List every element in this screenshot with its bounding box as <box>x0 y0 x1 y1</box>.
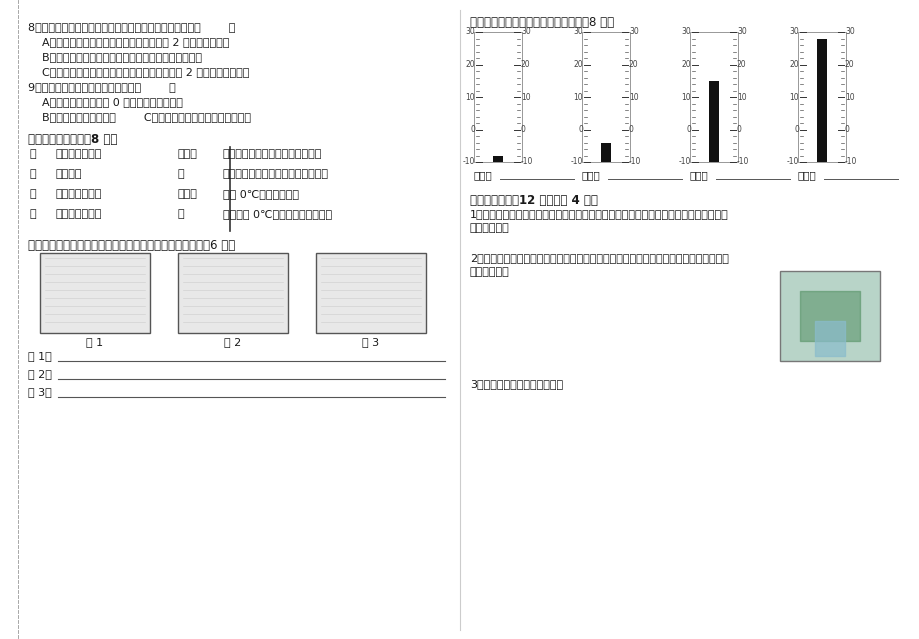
Text: 8、要连续测量一杯热水下降的温度变化，最好的方法是（        ）: 8、要连续测量一杯热水下降的温度变化，最好的方法是（ ） <box>28 22 235 32</box>
Text: -10: -10 <box>678 157 690 167</box>
Text: 20: 20 <box>844 60 854 69</box>
Bar <box>779 271 879 361</box>
Text: 霜、雪: 霜、雪 <box>177 189 198 199</box>
Bar <box>600 142 610 162</box>
Text: 3、写出测量水温的正确方法。: 3、写出测量水温的正确方法。 <box>470 379 562 389</box>
Text: 0: 0 <box>470 125 474 134</box>
Text: C、不用取出温度计，一直放在热水里，每间隔 2 分钟观察记录一次: C、不用取出温度计，一直放在热水里，每间隔 2 分钟观察记录一次 <box>28 67 249 77</box>
Bar <box>40 253 150 333</box>
Text: -10: -10 <box>786 157 798 167</box>
Text: 10: 10 <box>736 93 746 102</box>
Text: 30: 30 <box>789 27 798 36</box>
Text: 1、把一只小老鼠关在密闭的玻璃罩内，放到阳光下，为了使小老鼠短时间内不死亡，你: 1、把一只小老鼠关在密闭的玻璃罩内，放到阳光下，为了使小老鼠短时间内不死亡，你 <box>470 209 728 219</box>
Text: 花: 花 <box>30 209 37 219</box>
Text: 四、巧手连线处：（8 分）: 四、巧手连线处：（8 分） <box>28 133 118 146</box>
Text: 水蒸气在 0℃以下受冷变成的冰晶: 水蒸气在 0℃以下受冷变成的冰晶 <box>222 209 332 219</box>
Text: -10: -10 <box>520 157 533 167</box>
Text: 云、雾: 云、雾 <box>177 149 198 159</box>
Text: 图 1：: 图 1： <box>28 351 51 361</box>
Text: 10: 10 <box>573 93 583 102</box>
Text: 20: 20 <box>681 60 690 69</box>
Text: 10: 10 <box>844 93 854 102</box>
Text: 吸收、固定作用: 吸收、固定作用 <box>56 209 102 219</box>
Bar <box>709 81 719 162</box>
Text: 20: 20 <box>789 60 798 69</box>
Text: B、温度越高冰融化越快        C、如果不放到太阳下，冰很难融化: B、温度越高冰融化越快 C、如果不放到太阳下，冰很难融化 <box>28 112 251 122</box>
Text: 图 2：: 图 2： <box>28 369 51 379</box>
Text: 0: 0 <box>686 125 690 134</box>
Text: 读作：: 读作： <box>582 170 600 180</box>
Text: 0: 0 <box>793 125 798 134</box>
Text: 10: 10 <box>629 93 638 102</box>
Text: 发育果实和种子: 发育果实和种子 <box>56 189 102 199</box>
Text: 五、写出下面各图中使用温度计测水温实验的错误之处。（6 分）: 五、写出下面各图中使用温度计测水温实验的错误之处。（6 分） <box>28 239 235 252</box>
Text: 七、简答题。（12 分，每题 4 分）: 七、简答题。（12 分，每题 4 分） <box>470 194 597 207</box>
Text: 写作：: 写作： <box>797 170 816 180</box>
Text: 20: 20 <box>520 60 530 69</box>
Text: 10: 10 <box>465 93 474 102</box>
Text: 30: 30 <box>680 27 690 36</box>
Text: 30: 30 <box>520 27 530 36</box>
Text: -10: -10 <box>736 157 749 167</box>
Text: 读作：: 读作： <box>473 170 493 180</box>
Text: 0: 0 <box>844 125 849 134</box>
Text: 水蒸气遇冷凝结在所接触的物体上: 水蒸气遇冷凝结在所接触的物体上 <box>222 149 322 159</box>
Text: 10: 10 <box>789 93 798 102</box>
Bar <box>689 32 737 162</box>
Text: 图 3：: 图 3： <box>28 387 51 397</box>
Text: 0: 0 <box>629 125 633 134</box>
Bar <box>315 253 425 333</box>
Text: -10: -10 <box>570 157 583 167</box>
Text: 30: 30 <box>573 27 583 36</box>
Text: 20: 20 <box>465 60 474 69</box>
Text: B、先测量一次，感觉温度下降比较明显了再测量一次: B、先测量一次，感觉温度下降比较明显了再测量一次 <box>28 52 202 62</box>
Text: 20: 20 <box>736 60 746 69</box>
Text: 茎: 茎 <box>30 169 37 179</box>
Text: 水蒸气受冷凝结成小水滴漂浮在空中: 水蒸气受冷凝结成小水滴漂浮在空中 <box>222 169 329 179</box>
Text: 能证明什么？: 能证明什么？ <box>470 267 509 277</box>
Text: 有什么方法？: 有什么方法？ <box>470 223 509 233</box>
Text: 图 3: 图 3 <box>362 337 380 347</box>
Text: 制造养料: 制造养料 <box>56 169 83 179</box>
Text: 露: 露 <box>177 169 185 179</box>
Bar <box>493 155 503 162</box>
Text: 支持、运输作用: 支持、运输作用 <box>56 149 102 159</box>
Text: 10: 10 <box>681 93 690 102</box>
Text: 30: 30 <box>844 27 854 36</box>
Text: 0: 0 <box>577 125 583 134</box>
Text: 根: 根 <box>30 149 37 159</box>
Text: 0: 0 <box>736 125 741 134</box>
Text: 水在 0℃以下凝固而成: 水在 0℃以下凝固而成 <box>222 189 299 199</box>
Text: -10: -10 <box>844 157 857 167</box>
Bar <box>582 32 630 162</box>
Text: 30: 30 <box>465 27 474 36</box>
Text: -10: -10 <box>629 157 641 167</box>
Text: 2、在做研究植物根的作用的实验时，如图，试管中的水量会发生怎样的变化？这个实验: 2、在做研究植物根的作用的实验时，如图，试管中的水量会发生怎样的变化？这个实验 <box>470 253 728 263</box>
Text: 20: 20 <box>573 60 583 69</box>
Text: A、如果外界温度低于 0 摄氏度，冰不会融化: A、如果外界温度低于 0 摄氏度，冰不会融化 <box>28 97 183 107</box>
Bar <box>177 253 288 333</box>
Bar <box>797 32 845 162</box>
Text: 30: 30 <box>629 27 638 36</box>
Text: 图 2: 图 2 <box>224 337 242 347</box>
Bar <box>473 32 521 162</box>
Text: 30: 30 <box>736 27 746 36</box>
Text: 六、读出或写出以下温度计的读数。（8 分）: 六、读出或写出以下温度计的读数。（8 分） <box>470 16 614 29</box>
Text: A、先测量一次，把温度计取出后，每间隔 2 分钟再测量一次: A、先测量一次，把温度计取出后，每间隔 2 分钟再测量一次 <box>28 37 229 47</box>
Text: 图 1: 图 1 <box>86 337 104 347</box>
Text: 20: 20 <box>629 60 638 69</box>
Text: 写作：: 写作： <box>689 170 708 180</box>
Text: 0: 0 <box>520 125 526 134</box>
Text: 10: 10 <box>520 93 530 102</box>
Text: -10: -10 <box>462 157 474 167</box>
Bar <box>816 38 826 162</box>
Text: 9、对于冰融化描述不正确的选项是（        ）: 9、对于冰融化描述不正确的选项是（ ） <box>28 82 176 92</box>
Text: 冰: 冰 <box>177 209 185 219</box>
Text: 叶: 叶 <box>30 189 37 199</box>
